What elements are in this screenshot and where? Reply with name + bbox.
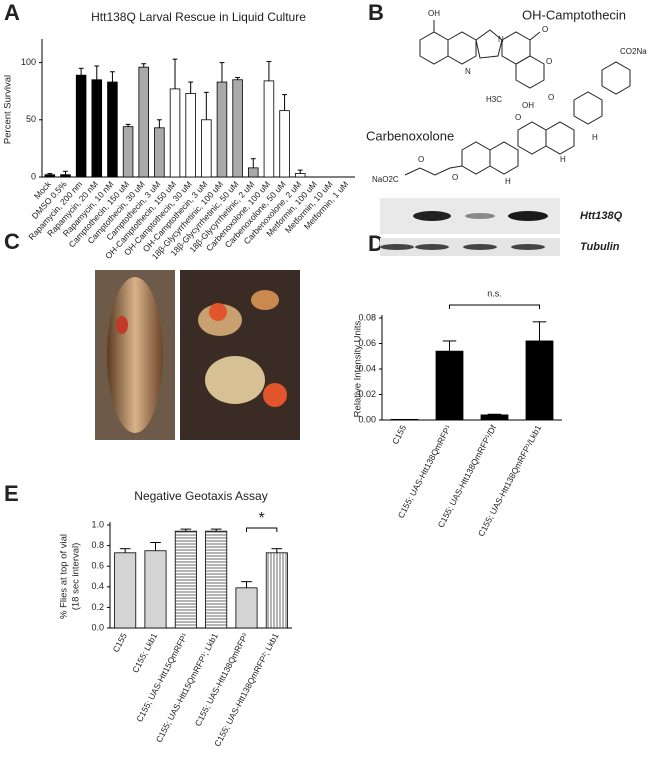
x-tick-label: C155	[111, 631, 129, 654]
y-tick-label: 0.6	[91, 561, 104, 571]
structure-carbenoxolone: Carbenoxolone CO2Na O H H H NaO2C O O	[366, 47, 647, 186]
bar	[265, 552, 288, 629]
bar	[60, 174, 71, 178]
bar	[91, 79, 103, 178]
y-tick-label: 1.0	[91, 519, 104, 529]
significance-label: *	[259, 510, 265, 527]
atom-label: OH	[522, 101, 534, 110]
y-tick-label: 0.0	[91, 622, 104, 632]
bar	[232, 79, 243, 178]
structure-name: OH-Camptothecin	[522, 7, 626, 22]
blot-label: Tubulin	[580, 241, 620, 253]
atom-label: N	[465, 67, 471, 76]
x-tick-label: C155; UAS-Htt138QmRFP²; Lkb1	[212, 631, 281, 748]
y-axis-label: % Flies at top of vial	[59, 534, 70, 619]
atom-label: O	[452, 173, 458, 182]
bar	[201, 119, 212, 178]
atom-label: CO2Na	[620, 47, 647, 56]
y-tick-label: 50	[26, 114, 36, 124]
bar	[174, 530, 197, 629]
y-tick-label: 0	[31, 171, 36, 181]
y-tick-label: 0.2	[91, 602, 104, 612]
panel-letter: E	[4, 481, 19, 506]
bar	[44, 174, 56, 178]
atom-label: OH	[428, 9, 440, 18]
bar	[185, 93, 196, 178]
bar	[205, 530, 228, 629]
bar	[435, 350, 464, 421]
bar	[525, 340, 554, 421]
bar	[263, 80, 275, 178]
atom-label: H	[505, 177, 511, 186]
atom-label: NaO2C	[372, 175, 399, 184]
photo-flies	[180, 270, 300, 440]
atom-label: H	[560, 155, 566, 164]
bar	[138, 66, 149, 178]
bar	[216, 81, 228, 178]
bar	[235, 587, 258, 629]
y-tick-label: 0.06	[358, 338, 376, 348]
blot-label: Htt138Q	[580, 210, 623, 222]
y-axis-label: Percent Survival	[3, 75, 14, 144]
y-tick-label: 0.08	[358, 312, 376, 322]
bar	[122, 126, 134, 178]
atom-label: H3C	[486, 95, 502, 104]
atom-label: O	[548, 93, 554, 102]
x-tick-label: C155; Lkb1	[130, 631, 159, 674]
bar	[294, 173, 306, 178]
y-tick-label: 100	[21, 57, 36, 67]
x-tick-label: C155; UAS-Htt15QmRFP¹; Lkb1	[154, 631, 220, 744]
bar	[248, 167, 259, 178]
panel-letter: C	[4, 229, 20, 254]
atom-label: N	[498, 35, 504, 44]
x-tick-label: C155; UAS-Htt138QmRFP²	[193, 631, 251, 728]
x-tick-label: C155; UAS-Htt138QmRFP¹	[396, 423, 454, 520]
significance-bracket	[246, 527, 278, 532]
x-tick-label: C155	[390, 423, 408, 446]
y-axis-label: Relative Intensity Units	[353, 320, 364, 417]
photo-pupa	[95, 270, 175, 440]
significance-bracket	[449, 304, 540, 309]
structure-oh-camptothecin: OH-Camptothecin OH N N O O O H3C OH	[419, 7, 626, 110]
panel-letter: B	[368, 0, 384, 25]
y-tick-label: 0.02	[358, 389, 376, 399]
structure-name: Carbenoxolone	[366, 128, 454, 143]
y-tick-label: 0.8	[91, 540, 104, 550]
bar	[279, 110, 290, 178]
panel-letter: D	[368, 231, 384, 256]
bar	[114, 552, 137, 629]
chart-title: Htt138Q Larval Rescue in Liquid Culture	[91, 10, 306, 24]
y-axis-label: (18 sec interval)	[71, 543, 82, 611]
atom-label: O	[542, 25, 548, 34]
chart-title: Negative Geotaxis Assay	[134, 489, 267, 503]
atom-label: O	[515, 113, 521, 122]
bar	[480, 414, 509, 421]
bar	[154, 127, 165, 178]
y-tick-label: 0.4	[91, 581, 104, 591]
bar	[169, 88, 181, 178]
panel-letter: A	[4, 0, 20, 25]
atom-label: O	[418, 155, 424, 164]
atom-label: O	[546, 57, 552, 66]
y-tick-label: 0.00	[358, 414, 376, 424]
bar	[107, 81, 118, 178]
bar	[75, 74, 87, 178]
y-tick-label: 0.04	[358, 363, 376, 373]
western-blot: Htt138Q Tubulin	[380, 198, 623, 256]
bar	[390, 418, 419, 421]
atom-label: H	[592, 133, 598, 142]
bar	[144, 550, 167, 629]
significance-label: n.s.	[487, 288, 502, 298]
